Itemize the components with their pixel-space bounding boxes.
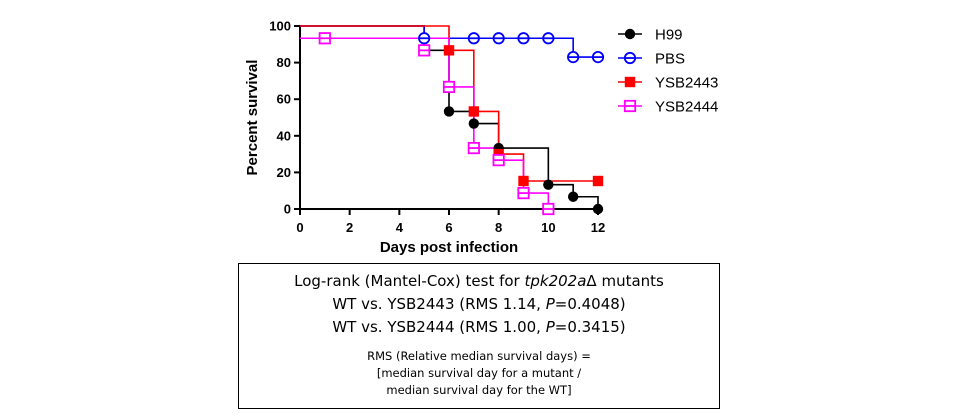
y-tick-label: 80	[277, 55, 291, 70]
point-ysb2444	[418, 44, 431, 57]
y-tick-label: 40	[277, 128, 291, 143]
point-h99	[543, 179, 554, 190]
point-h99	[567, 191, 579, 202]
point-h99	[468, 118, 480, 129]
x-tick-label: 2	[346, 220, 353, 235]
legend-marker-h99	[624, 28, 636, 40]
legend-marker-ysb2444	[623, 99, 637, 113]
point-ysb2444	[492, 154, 505, 167]
rms-formula-numerator: [median survival day for a mutant /	[376, 366, 582, 380]
y-tick-label: 20	[277, 165, 291, 180]
point-h99	[592, 203, 604, 215]
statistics-box: Log-rank (Mantel-Cox) test for tpk202aΔ …	[238, 263, 720, 409]
chart-legend: H99 PBS YSB2443 YSB2444	[618, 27, 718, 116]
x-tick-label: 0	[296, 220, 303, 235]
legend-label-ysb2444: YSB2444	[655, 99, 718, 116]
point-pbs	[517, 32, 530, 45]
point-pbs	[467, 32, 480, 45]
x-tick-label: 6	[445, 220, 452, 235]
test-title-line: Log-rank (Mantel-Cox) test for tpk202aΔ …	[239, 270, 719, 293]
point-pbs	[542, 32, 555, 45]
test-title-prefix: Log-rank (Mantel-Cox) test for	[294, 272, 525, 290]
p-symbol: P	[545, 318, 555, 336]
comparison-ysb2444-text: WT vs. YSB2444 (RMS 1.00,	[332, 318, 546, 336]
point-pbs	[418, 32, 431, 45]
comparison-ysb2443-pvalue: =0.4048)	[554, 295, 626, 313]
x-tick-label: 12	[591, 220, 605, 235]
series-line-ysb2444	[300, 37, 550, 209]
test-title-suffix: Δ mutants	[586, 272, 664, 290]
comparison-ysb2443-text: WT vs. YSB2443 (RMS 1.14,	[332, 295, 546, 313]
comparison-ysb2444: WT vs. YSB2444 (RMS 1.00, P=0.3415)	[239, 316, 719, 339]
legend-marker-pbs	[623, 51, 637, 65]
point-ysb2444	[517, 186, 530, 200]
point-ysb2444	[318, 32, 331, 45]
plot-markers	[318, 32, 605, 216]
x-axis-title: Days post infection	[380, 239, 518, 256]
point-ysb2443	[518, 175, 529, 187]
legend-label-h99: H99	[655, 27, 683, 44]
chart-axes: 0 2 4 6 8 10 12 0 20 40 60 80 100 Days post infection…	[244, 19, 605, 257]
rms-definition: RMS (Relative median survival days) =	[367, 349, 591, 363]
point-pbs	[567, 51, 580, 64]
y-axis-title: Percent survival	[244, 60, 261, 176]
point-pbs	[492, 32, 505, 45]
point-h99	[443, 106, 455, 117]
survival-chart: 0 2 4 6 8 10 12 0 20 40 60 80 100 Days post infection…	[244, 19, 718, 257]
gene-name: tpk202a	[524, 272, 587, 290]
y-tick-label: 100	[269, 19, 291, 34]
comparison-ysb2443: WT vs. YSB2443 (RMS 1.14, P=0.4048)	[239, 293, 719, 316]
x-tick-label: 10	[541, 220, 555, 235]
point-ysb2444	[442, 80, 456, 94]
y-tick-label: 60	[277, 92, 291, 107]
p-symbol: P	[545, 295, 555, 313]
point-ysb2443	[592, 175, 604, 187]
comparison-ysb2444-pvalue: =0.3415)	[554, 318, 626, 336]
legend-label-pbs: PBS	[655, 51, 685, 68]
x-tick-label: 8	[495, 220, 502, 235]
legend-label-ysb2443: YSB2443	[655, 75, 718, 92]
y-tick-label: 0	[284, 202, 291, 217]
point-ysb2443	[468, 106, 480, 117]
legend-marker-ysb2443	[624, 76, 636, 88]
point-pbs	[591, 51, 605, 64]
x-tick-label: 4	[396, 220, 404, 235]
point-ysb2444	[467, 141, 480, 155]
point-ysb2443	[443, 45, 455, 56]
point-ysb2444	[542, 202, 555, 216]
rms-formula-denominator: median survival day for the WT]	[386, 383, 572, 397]
